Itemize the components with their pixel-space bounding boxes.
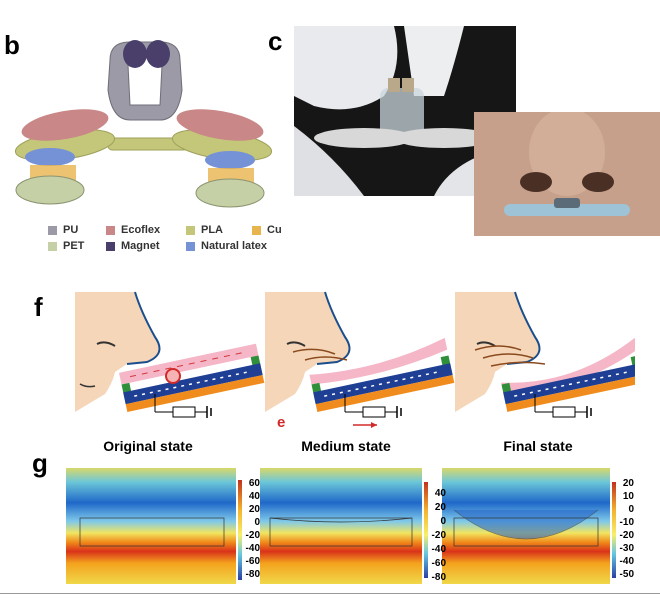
tick-label: -20 (619, 530, 634, 541)
original-state-diagram (75, 291, 265, 418)
legend-item-pet: PET (48, 240, 84, 252)
panel-label-f: f (34, 292, 43, 322)
tick-label: 20 (622, 478, 634, 489)
tick-label: -40 (619, 556, 634, 567)
legend-item-ecoflex: Ecoflex (106, 224, 160, 236)
legend-label: PET (63, 240, 85, 252)
medium-state-diagram (265, 291, 455, 428)
state-label-medium: Medium state (301, 438, 391, 454)
tick-label: -80 (245, 569, 260, 580)
tick-label: -80 (431, 572, 446, 583)
bottom-divider (0, 593, 660, 594)
tick-label: 40 (434, 488, 446, 499)
colorbar-2 (424, 482, 428, 578)
tick-label: 40 (248, 491, 260, 502)
device-render-illustration (14, 40, 273, 208)
legend-swatch (186, 241, 195, 251)
legend-label: Natural latex (201, 240, 268, 252)
legend-swatch (48, 225, 57, 235)
tick-label: -40 (245, 543, 260, 554)
tick-label: 20 (434, 502, 446, 513)
tick-label: 0 (628, 504, 634, 515)
state-label-final: Final state (503, 438, 573, 454)
legend-item-magnet: Magnet (106, 240, 160, 252)
legend-swatch (106, 241, 115, 251)
legend-swatch (48, 241, 57, 251)
tick-label: -20 (431, 530, 446, 541)
legend-label: Magnet (121, 240, 160, 252)
tick-label: 0 (254, 517, 260, 528)
tick-label: -60 (431, 558, 446, 569)
tick-label: -40 (431, 544, 446, 555)
legend-swatch (106, 225, 115, 235)
legend-label: PU (63, 224, 79, 236)
tick-label: -50 (619, 569, 634, 580)
tick-label: 0 (440, 516, 446, 527)
panel-label-g: g (32, 448, 48, 478)
legend-label: PLA (201, 224, 223, 236)
legend-item-pu: PU (48, 224, 78, 236)
tick-label: 20 (248, 504, 260, 515)
tick-label: 10 (622, 491, 634, 502)
legend-swatch (186, 225, 195, 235)
colorbar-3 (612, 482, 616, 578)
tick-label: -60 (245, 556, 260, 567)
panel-label-c: c (268, 26, 283, 56)
legend-label: Cu (267, 224, 282, 236)
tick-label: 60 (248, 478, 260, 489)
legend-item-pla: PLA (186, 224, 223, 236)
colorbar-1 (238, 480, 242, 580)
electron-label: e (277, 414, 286, 431)
legend-swatch (252, 225, 261, 235)
heatmap-original (66, 468, 236, 584)
legend-item-natural-latex: Natural latex (186, 240, 267, 252)
legend-item-cu: Cu (252, 224, 282, 236)
heatmap-medium (260, 468, 422, 584)
state-label-original: Original state (103, 438, 193, 454)
final-state-diagram (455, 291, 635, 418)
state-illustrations (75, 291, 635, 428)
potential-heatmaps (66, 468, 616, 584)
tick-label: -20 (245, 530, 260, 541)
tick-label: -30 (619, 543, 634, 554)
nose-photo-drawing (474, 112, 660, 236)
panel-label-b: b (4, 30, 20, 60)
legend-label: Ecoflex (121, 224, 161, 236)
device-worn-photo (474, 112, 660, 236)
tick-label: -10 (619, 517, 634, 528)
